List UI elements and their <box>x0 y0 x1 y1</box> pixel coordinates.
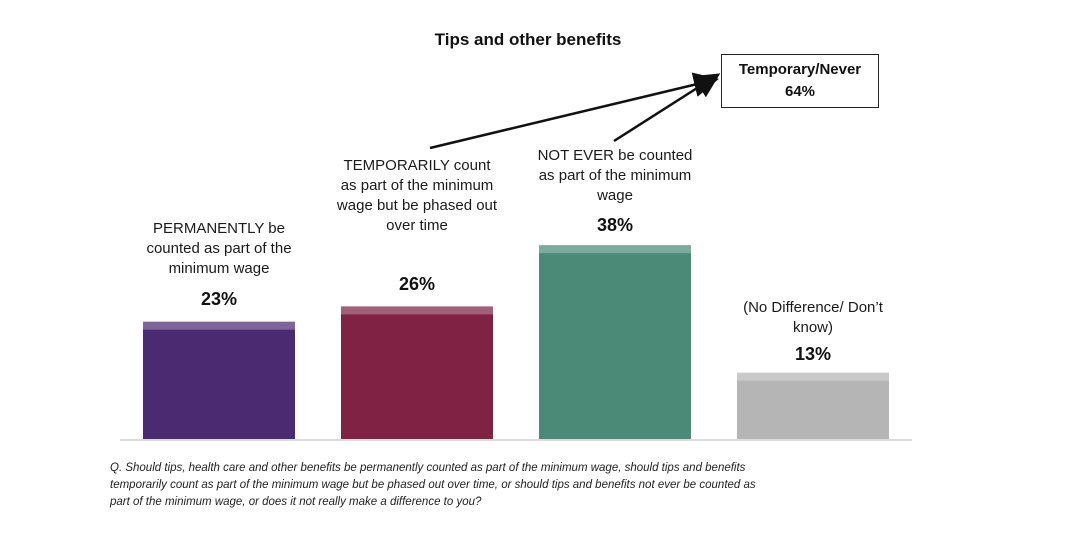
value-label-not-ever: 38% <box>596 215 634 235</box>
question-footnote: Q. Should tips, health care and other be… <box>110 462 756 508</box>
callout-value: 64% <box>784 83 816 100</box>
category-label-temporarily: TEMPORARILY count as part of the minimum… <box>336 157 498 234</box>
chart-title: Tips and other benefits <box>434 30 622 49</box>
bar-highlight-not-ever <box>539 245 691 254</box>
arrow-temporarily <box>429 72 719 150</box>
callout-label: Temporary/Never <box>738 61 862 78</box>
bar-temporarily <box>341 306 493 439</box>
bar-not-ever <box>539 245 691 439</box>
bar-highlight-permanently <box>143 321 295 330</box>
value-label-temporarily: 26% <box>398 274 436 294</box>
category-label-not-ever: NOT EVER be counted as part of the minim… <box>537 147 693 204</box>
bar-highlight-no-difference <box>737 372 889 381</box>
category-label-permanently: PERMANENTLY be counted as part of the mi… <box>146 220 292 277</box>
value-label-no-difference: 13% <box>794 344 832 364</box>
category-label-no-difference: (No Difference/ Don’t know) <box>743 299 883 336</box>
arrow-not-ever <box>613 73 721 143</box>
value-label-permanently: 23% <box>200 289 238 309</box>
bar-permanently <box>143 321 295 439</box>
bar-no-difference <box>737 372 889 439</box>
bar-highlight-temporarily <box>341 306 493 315</box>
temporary-never-callout: Temporary/Never 64% <box>721 54 879 108</box>
